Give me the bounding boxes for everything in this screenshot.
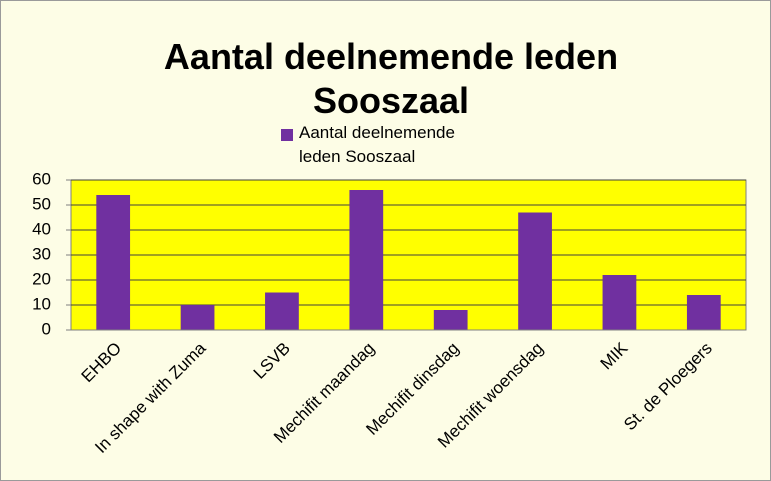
bar bbox=[265, 292, 299, 330]
bar bbox=[518, 212, 552, 330]
y-tick-label: 30 bbox=[32, 244, 51, 263]
bar bbox=[433, 310, 468, 330]
bar bbox=[349, 190, 384, 330]
bar bbox=[686, 295, 721, 330]
legend-label: Aantal deelnemende leden Sooszaal bbox=[299, 123, 455, 166]
y-tick-label: 60 bbox=[32, 169, 51, 188]
chart-title: Aantal deelnemende leden Sooszaal bbox=[163, 36, 619, 121]
x-tick-label: MIK bbox=[597, 338, 632, 373]
y-tick-label: 0 bbox=[42, 319, 51, 338]
bar bbox=[602, 275, 637, 330]
bar bbox=[180, 305, 215, 330]
x-tick-label: LSVB bbox=[250, 339, 294, 383]
y-tick-label: 50 bbox=[32, 194, 51, 213]
y-tick-label: 40 bbox=[32, 219, 51, 238]
x-tick-label: St. de Ploegers bbox=[620, 339, 716, 435]
bar bbox=[96, 195, 131, 330]
x-tick-label: EHBO bbox=[78, 339, 126, 387]
y-tick-label: 20 bbox=[32, 269, 51, 288]
legend-swatch bbox=[281, 129, 293, 141]
y-tick-label: 10 bbox=[32, 294, 51, 313]
